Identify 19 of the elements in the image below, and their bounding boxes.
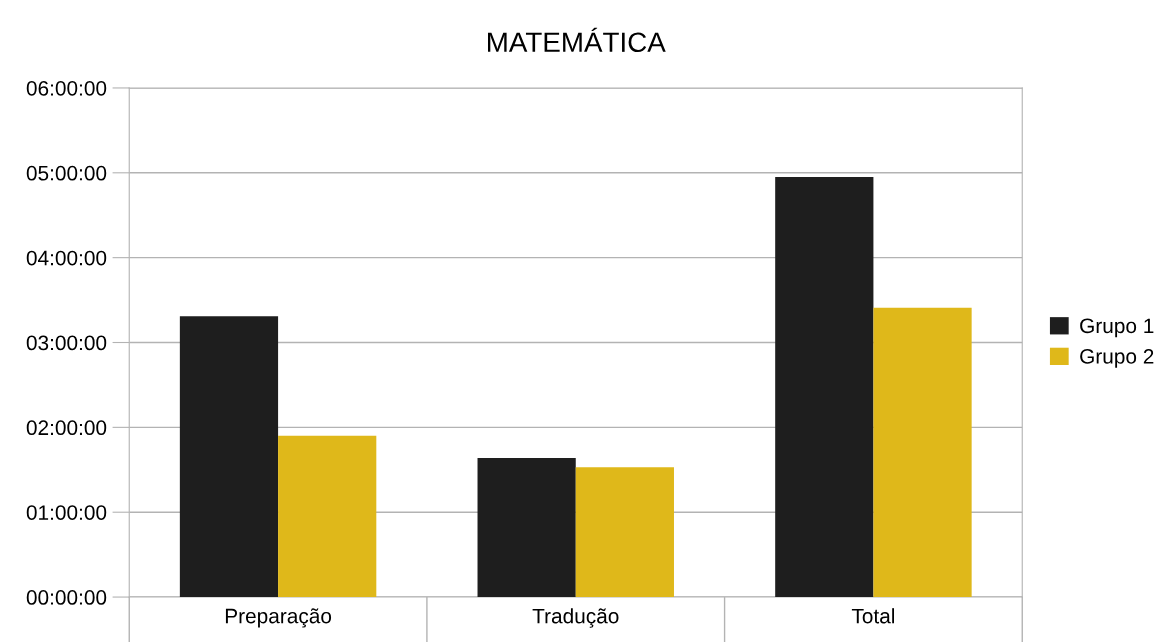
x-tick-label: Total [851, 608, 895, 624]
x-tick-label: Preparação [225, 608, 332, 628]
bar [179, 316, 279, 598]
y-tick-label: 02:00:00 [26, 420, 107, 436]
bar [575, 467, 674, 598]
x-tick-label: Tradução [532, 608, 619, 628]
y-tick-label: 03:00:00 [26, 335, 107, 351]
bar [873, 307, 972, 598]
chart-title: MATEMÁTICA [488, 27, 666, 53]
y-tick-label: 04:00:00 [26, 250, 107, 266]
legend-label: Grupo 1 [1080, 318, 1154, 338]
legend-label: Grupo 2 [1080, 349, 1154, 368]
bar [278, 435, 377, 598]
y-tick-label: 06:00:00 [26, 80, 107, 96]
y-tick-label: 00:00:00 [26, 590, 107, 605]
y-tick-label: 01:00:00 [26, 505, 107, 520]
bar [477, 457, 576, 598]
y-tick-label: 05:00:00 [26, 165, 107, 181]
bar [775, 177, 874, 598]
